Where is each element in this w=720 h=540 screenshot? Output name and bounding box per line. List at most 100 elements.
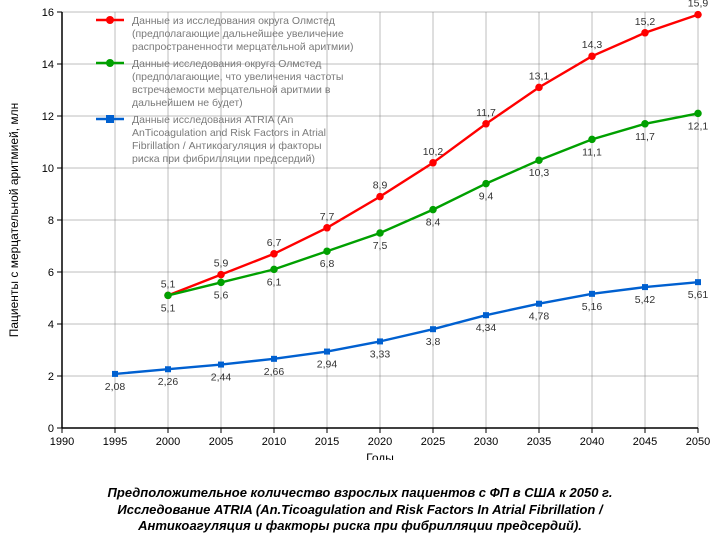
marker [429, 206, 437, 214]
marker [376, 193, 384, 201]
data-label: 4,78 [529, 311, 550, 323]
data-label: 15,2 [635, 16, 656, 28]
legend-label: Данные исследования округа Олмстед [132, 58, 321, 70]
data-label: 5,42 [635, 294, 656, 306]
x-tick-label: 2000 [156, 436, 180, 448]
marker [482, 120, 490, 128]
x-tick-label: 2040 [580, 436, 604, 448]
marker [377, 338, 383, 344]
x-tick-label: 2025 [421, 436, 445, 448]
x-tick-label: 2045 [633, 436, 657, 448]
marker [218, 362, 224, 368]
data-label: 9,4 [479, 191, 494, 203]
data-label: 14,3 [582, 39, 603, 51]
y-tick-label: 16 [42, 7, 54, 19]
data-label: 5,61 [688, 289, 709, 301]
marker [324, 349, 330, 355]
data-label: 5,1 [161, 278, 176, 290]
marker [483, 312, 489, 318]
data-label: 11,7 [476, 107, 496, 119]
legend-label: дальнейшем не будет) [132, 97, 243, 109]
data-label: 10,3 [529, 167, 550, 179]
data-label: 5,6 [214, 289, 229, 301]
legend-label: встречаемости мерцательной аритмии в [132, 84, 331, 96]
data-label: 7,7 [320, 211, 335, 223]
data-label: 2,26 [158, 376, 179, 388]
marker [270, 250, 278, 257]
marker [694, 110, 702, 118]
marker [429, 159, 437, 167]
marker [694, 11, 702, 18]
legend-label: (предполагающие дальнейшее увеличение [132, 28, 344, 40]
data-label: 6,7 [267, 237, 282, 249]
marker [376, 229, 384, 237]
y-tick-label: 2 [48, 371, 54, 383]
x-tick-label: 1990 [50, 436, 74, 448]
marker [641, 120, 649, 128]
marker [536, 301, 542, 307]
legend-label: Данные из исследования округа Олмстед [132, 15, 335, 27]
caption-line-1: Предположительное количество взрослых па… [108, 485, 613, 500]
marker [164, 292, 172, 300]
legend-label: Данные исследования ATRIA (An [132, 114, 293, 126]
marker [695, 279, 701, 285]
marker [323, 247, 331, 255]
data-label: 5,16 [582, 301, 603, 313]
data-label: 2,08 [105, 381, 126, 393]
marker [588, 136, 596, 144]
legend-label: AnTicoagulation and Risk Factors in Atri… [132, 127, 326, 139]
caption-line-2: Исследование ATRIA (An.Ticoagulation and… [117, 502, 602, 517]
marker [642, 284, 648, 290]
x-tick-label: 2005 [209, 436, 233, 448]
marker [430, 326, 436, 332]
y-tick-label: 0 [48, 423, 54, 435]
data-label: 8,4 [426, 217, 441, 229]
marker [535, 84, 543, 92]
data-label: 5,9 [214, 258, 229, 270]
x-tick-label: 2020 [368, 436, 392, 448]
y-tick-label: 14 [42, 59, 54, 71]
legend-label: риска при фибрилляции предсердий) [132, 153, 315, 165]
line-chart: 0246810121416199019952000200520102015202… [0, 0, 720, 460]
data-label: 3,8 [426, 336, 441, 348]
data-label: 11,7 [635, 131, 655, 143]
data-label: 6,8 [320, 258, 335, 270]
marker [588, 52, 596, 60]
x-tick-label: 2035 [527, 436, 551, 448]
x-tick-label: 2050 [686, 436, 710, 448]
y-tick-label: 12 [42, 111, 54, 123]
y-tick-label: 10 [42, 163, 54, 175]
data-label: 13,1 [529, 70, 550, 82]
data-label: 5,1 [161, 302, 176, 314]
legend-label: (предполагающие, что увеличения частоты [132, 71, 343, 83]
marker [217, 271, 225, 279]
marker [271, 356, 277, 362]
marker [270, 266, 278, 274]
marker [112, 371, 118, 377]
x-axis-label: Годы [366, 451, 394, 460]
legend-label: распространенности мерцательной аритмии) [132, 41, 353, 53]
figure-container: { "chart": { "type": "line", "width": 72… [0, 0, 720, 540]
marker [641, 29, 649, 37]
data-label: 4,34 [476, 322, 497, 334]
marker [165, 366, 171, 372]
data-label: 8,9 [373, 180, 388, 192]
data-label: 2,66 [264, 366, 285, 378]
data-label: 3,33 [370, 348, 391, 360]
y-tick-label: 4 [48, 319, 54, 331]
data-label: 2,94 [317, 359, 338, 371]
x-tick-label: 1995 [103, 436, 127, 448]
marker [217, 279, 225, 287]
marker [589, 291, 595, 297]
data-label: 6,1 [267, 276, 282, 288]
x-tick-label: 2015 [315, 436, 339, 448]
figure-caption: Предположительное количество взрослых па… [0, 485, 720, 534]
data-label: 11,1 [582, 146, 602, 158]
x-tick-label: 2030 [474, 436, 498, 448]
data-label: 10,2 [423, 146, 444, 158]
marker [323, 224, 331, 232]
data-label: 2,44 [211, 372, 232, 384]
caption-line-3: Антикоагуляция и факторы риска при фибри… [138, 518, 582, 533]
data-label: 7,5 [373, 240, 388, 252]
data-label: 15,9 [688, 0, 709, 10]
